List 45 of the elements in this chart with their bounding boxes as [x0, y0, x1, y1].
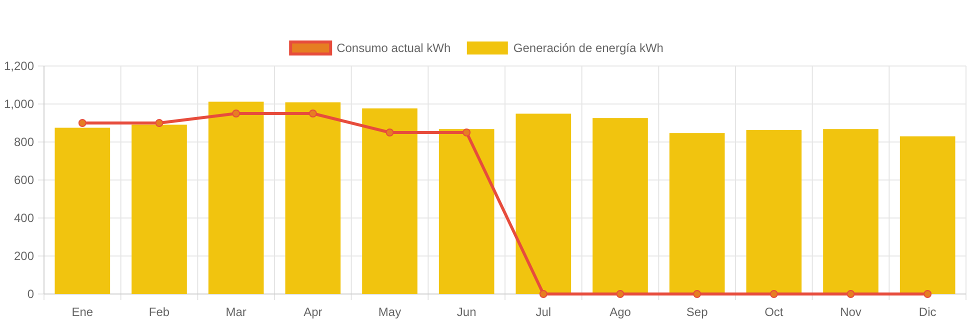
bar	[900, 136, 956, 294]
point	[462, 128, 471, 136]
x-tick-label: Dic	[918, 305, 936, 319]
x-tick-label: Nov	[840, 305, 862, 319]
bar	[669, 133, 725, 294]
y-tick-label: 800	[14, 135, 34, 150]
legend-label: Consumo actual kWh	[336, 41, 451, 56]
y-tick-label: 600	[14, 173, 34, 188]
bar	[285, 102, 341, 294]
x-tick-label: Mar	[226, 305, 246, 319]
y-tick-label: 1,200	[4, 59, 34, 74]
x-tick-label: Ago	[610, 305, 632, 319]
bar	[208, 102, 264, 294]
x-tick-label: Jun	[456, 305, 476, 319]
bar	[438, 129, 494, 294]
point	[232, 110, 240, 118]
point	[846, 290, 855, 298]
y-tick-label: 200	[14, 249, 34, 264]
bar	[362, 108, 418, 294]
y-tick-label: 400	[14, 211, 34, 226]
x-tick-label: Jul	[536, 305, 552, 319]
x-tick-label: Feb	[148, 305, 170, 319]
bar	[823, 129, 878, 294]
point	[155, 119, 164, 127]
point	[770, 290, 778, 298]
point	[693, 290, 702, 298]
legend-label: Generación de energía kWh	[513, 41, 664, 56]
point	[616, 290, 624, 298]
point	[78, 119, 86, 127]
x-tick-label: Ene	[72, 305, 94, 319]
point	[924, 290, 932, 298]
point	[386, 128, 394, 136]
x-tick-label: Sep	[686, 305, 708, 319]
bar	[132, 124, 187, 294]
bar	[54, 128, 110, 294]
point	[539, 290, 548, 298]
point	[308, 110, 317, 118]
bar	[516, 114, 572, 294]
bar	[746, 130, 802, 294]
y-tick-label: 1,000	[4, 97, 34, 112]
bar	[592, 118, 648, 294]
y-tick-label: 0	[27, 287, 34, 302]
x-tick-label: Oct	[764, 305, 784, 319]
x-tick-label: May	[378, 305, 402, 319]
x-tick-label: Apr	[304, 305, 322, 319]
